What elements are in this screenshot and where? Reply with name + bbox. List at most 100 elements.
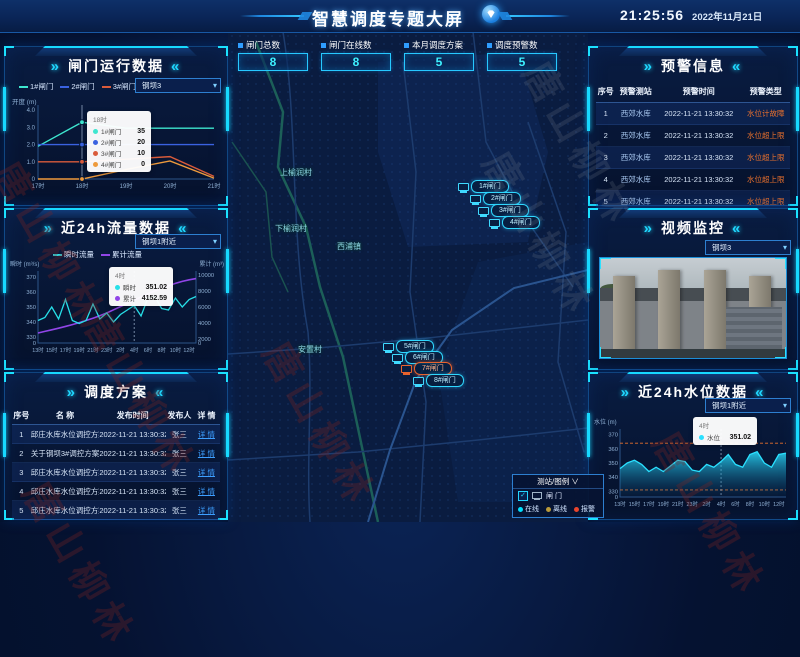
video-gate-machinery [726,307,783,349]
legend-item[interactable]: 3#闸门 [101,81,136,92]
table-row: 2 关于钢坝3#调控方案 2022-11-21 13:30:32 张三详 情 [12,444,220,463]
panel-dispatch-plans: » 调度方案 « 序号名 称发布时间 发布人详 情 1 邱庄水库水位调控方案 2022-11… [3,372,229,520]
chevron-left-icon: « [732,58,743,75]
map-legend-title[interactable]: 测站/图例 ∨ [513,475,603,489]
svg-text:21时: 21时 [672,500,684,508]
column-header: 发布人 [167,411,192,420]
column-header: 预警类型 [749,87,782,96]
detail-link[interactable]: 详 情 [197,505,215,515]
detail-link[interactable]: 详 情 [197,448,215,458]
gate-marker[interactable]: 2#闸门 [470,192,521,205]
publisher: 张三 [171,448,187,458]
warning-time: 2022-11-21 13:30:32 [664,153,734,162]
stat-value: 8 [238,53,308,71]
flow-chart-tooltip: 4时 瞬时 351.02 累计 4152.59 [109,267,173,306]
panel-title: » 视频监控 « [643,220,743,237]
page-title: 智慧调度专题大屏 [312,10,464,29]
map-canvas[interactable]: 上榆润村 下榆润村 西浦镇 安置村 1#闸门 2#闸门 3#闸门 4#闸门 5#闸门 6#闸门 7… [227,31,589,523]
panel-top-decor [619,372,767,382]
svg-text:累计 (m³): 累计 (m³) [199,260,224,268]
place-label: 安置村 [298,345,322,354]
panel-title: » 近24h流量数据 « [43,220,189,237]
detail-link[interactable]: 详 情 [197,486,215,496]
row-index: 1 [603,109,608,118]
detail-link[interactable]: 详 情 [197,467,215,477]
svg-text:19时: 19时 [74,346,86,354]
time-display: 21:25:56 [620,7,685,23]
panel-top-decor [619,46,767,56]
river-branch [231,141,289,293]
gate-marker[interactable]: 1#闸门 [458,180,509,193]
stat-card: 调度预警数 5 [487,39,557,71]
warning-time: 2022-11-21 13:30:32 [664,131,734,140]
gate-layer-checkbox[interactable]: ✓ [518,491,528,501]
stat-value: 5 [487,53,557,71]
svg-text:6时: 6时 [144,346,153,354]
svg-text:2000: 2000 [198,337,211,343]
legend-item[interactable]: 2#闸门 [60,81,95,92]
sluice-gate-icon [489,219,500,229]
svg-text:0: 0 [198,341,201,347]
level-select[interactable]: 钢坝1附近 [705,398,791,413]
legend-marker-icon [101,253,110,256]
gate-open-chart[interactable]: 开度 (m) 0 1.0 2.0 3.0 4.0 17时 18时 19时 20时 21时 [10,97,222,204]
panel-top-decor [35,372,197,382]
plan-name: 邱庄水库水位调控方案 [30,429,100,439]
status-dot-icon [574,506,579,512]
stat-card: 闸门在线数 8 [321,39,391,71]
svg-text:15时: 15时 [46,346,58,354]
panel-title: » 预警信息 « [643,58,743,75]
level-chart-tooltip: 4时 水位 351.02 [693,417,757,445]
row-index: 2 [603,131,608,140]
table-row: 4 邱庄水库水位调控方案 2022-11-21 13:30:32 张三详 情 [12,482,220,501]
warning-station: 西郊水库 [620,175,651,184]
svg-text:370: 370 [608,433,618,439]
status-legend-item: 在线 [518,504,539,514]
legend-item[interactable]: 瞬时流量 [53,249,94,260]
svg-text:10时: 10时 [759,500,771,508]
panel-water-level: »近24h水位数据« 钢坝1附近 水位 (m)33034035036037001… [587,372,799,520]
legend-item[interactable]: 1#闸门 [19,81,53,92]
gate-marker[interactable]: 8#闸门 [413,374,464,387]
video-frame[interactable] [599,257,787,359]
svg-text:17时: 17时 [60,346,72,354]
sluice-gate-icon [383,343,394,353]
place-label: 下榆润村 [275,224,307,233]
svg-text:330: 330 [608,489,618,495]
gate-select[interactable]: 钢坝3 [135,78,221,93]
gate-chart-tooltip: 18时 1#闸门 35 2#闸门 20 3#闸门 10 4#闸门 0 [87,111,151,172]
warning-time: 2022-11-21 13:30:32 [664,175,734,184]
video-select[interactable]: 钢坝3 [705,240,791,255]
status-legend-item: 离线 [546,504,567,514]
svg-text:350: 350 [26,305,36,311]
bullet-icon [404,42,409,48]
warning-time: 2022-11-21 13:30:32 [664,197,734,206]
gate-marker[interactable]: 4#闸门 [489,216,540,229]
svg-text:瞬时 (m³/s): 瞬时 (m³/s) [10,260,39,268]
svg-text:21时: 21时 [87,346,99,354]
svg-text:6000: 6000 [198,305,211,311]
svg-text:0: 0 [615,495,618,501]
detail-link[interactable]: 详 情 [197,429,215,439]
publisher: 张三 [171,467,187,477]
svg-text:开度 (m): 开度 (m) [12,97,37,106]
svg-text:13时: 13时 [32,346,44,354]
svg-text:4.0: 4.0 [27,108,36,114]
legend-item[interactable]: 累计流量 [101,249,142,260]
chevron-left-icon: « [178,220,189,237]
row-index: 3 [19,467,24,477]
panel-title: » 近24h水位数据 « [620,384,766,401]
plans-table: 序号名 称发布时间 发布人详 情 1 邱庄水库水位调控方案 2022-11-21 13:… [12,407,220,520]
svg-text:0: 0 [33,341,36,347]
row-index: 4 [603,175,608,184]
svg-text:17时: 17时 [643,500,655,508]
warning-station: 西郊水库 [620,131,651,140]
svg-text:12时: 12时 [183,346,195,354]
plan-name: 邱庄水库水位调控方案 [30,467,100,477]
column-header: 序号 [13,411,30,420]
gate-icon [532,492,542,500]
warning-table: 序号 预警测站 预警时间 预警类型 1 西郊水库 2022-11-21 13:30:32 水位… [596,81,790,213]
svg-text:360: 360 [608,447,618,453]
level-chart[interactable]: 水位 (m) 330 340 350 360 370 0 13时 15时 17时 19时 21时 23时… [592,417,794,520]
flow-select[interactable]: 钢坝1附近 [135,234,221,249]
